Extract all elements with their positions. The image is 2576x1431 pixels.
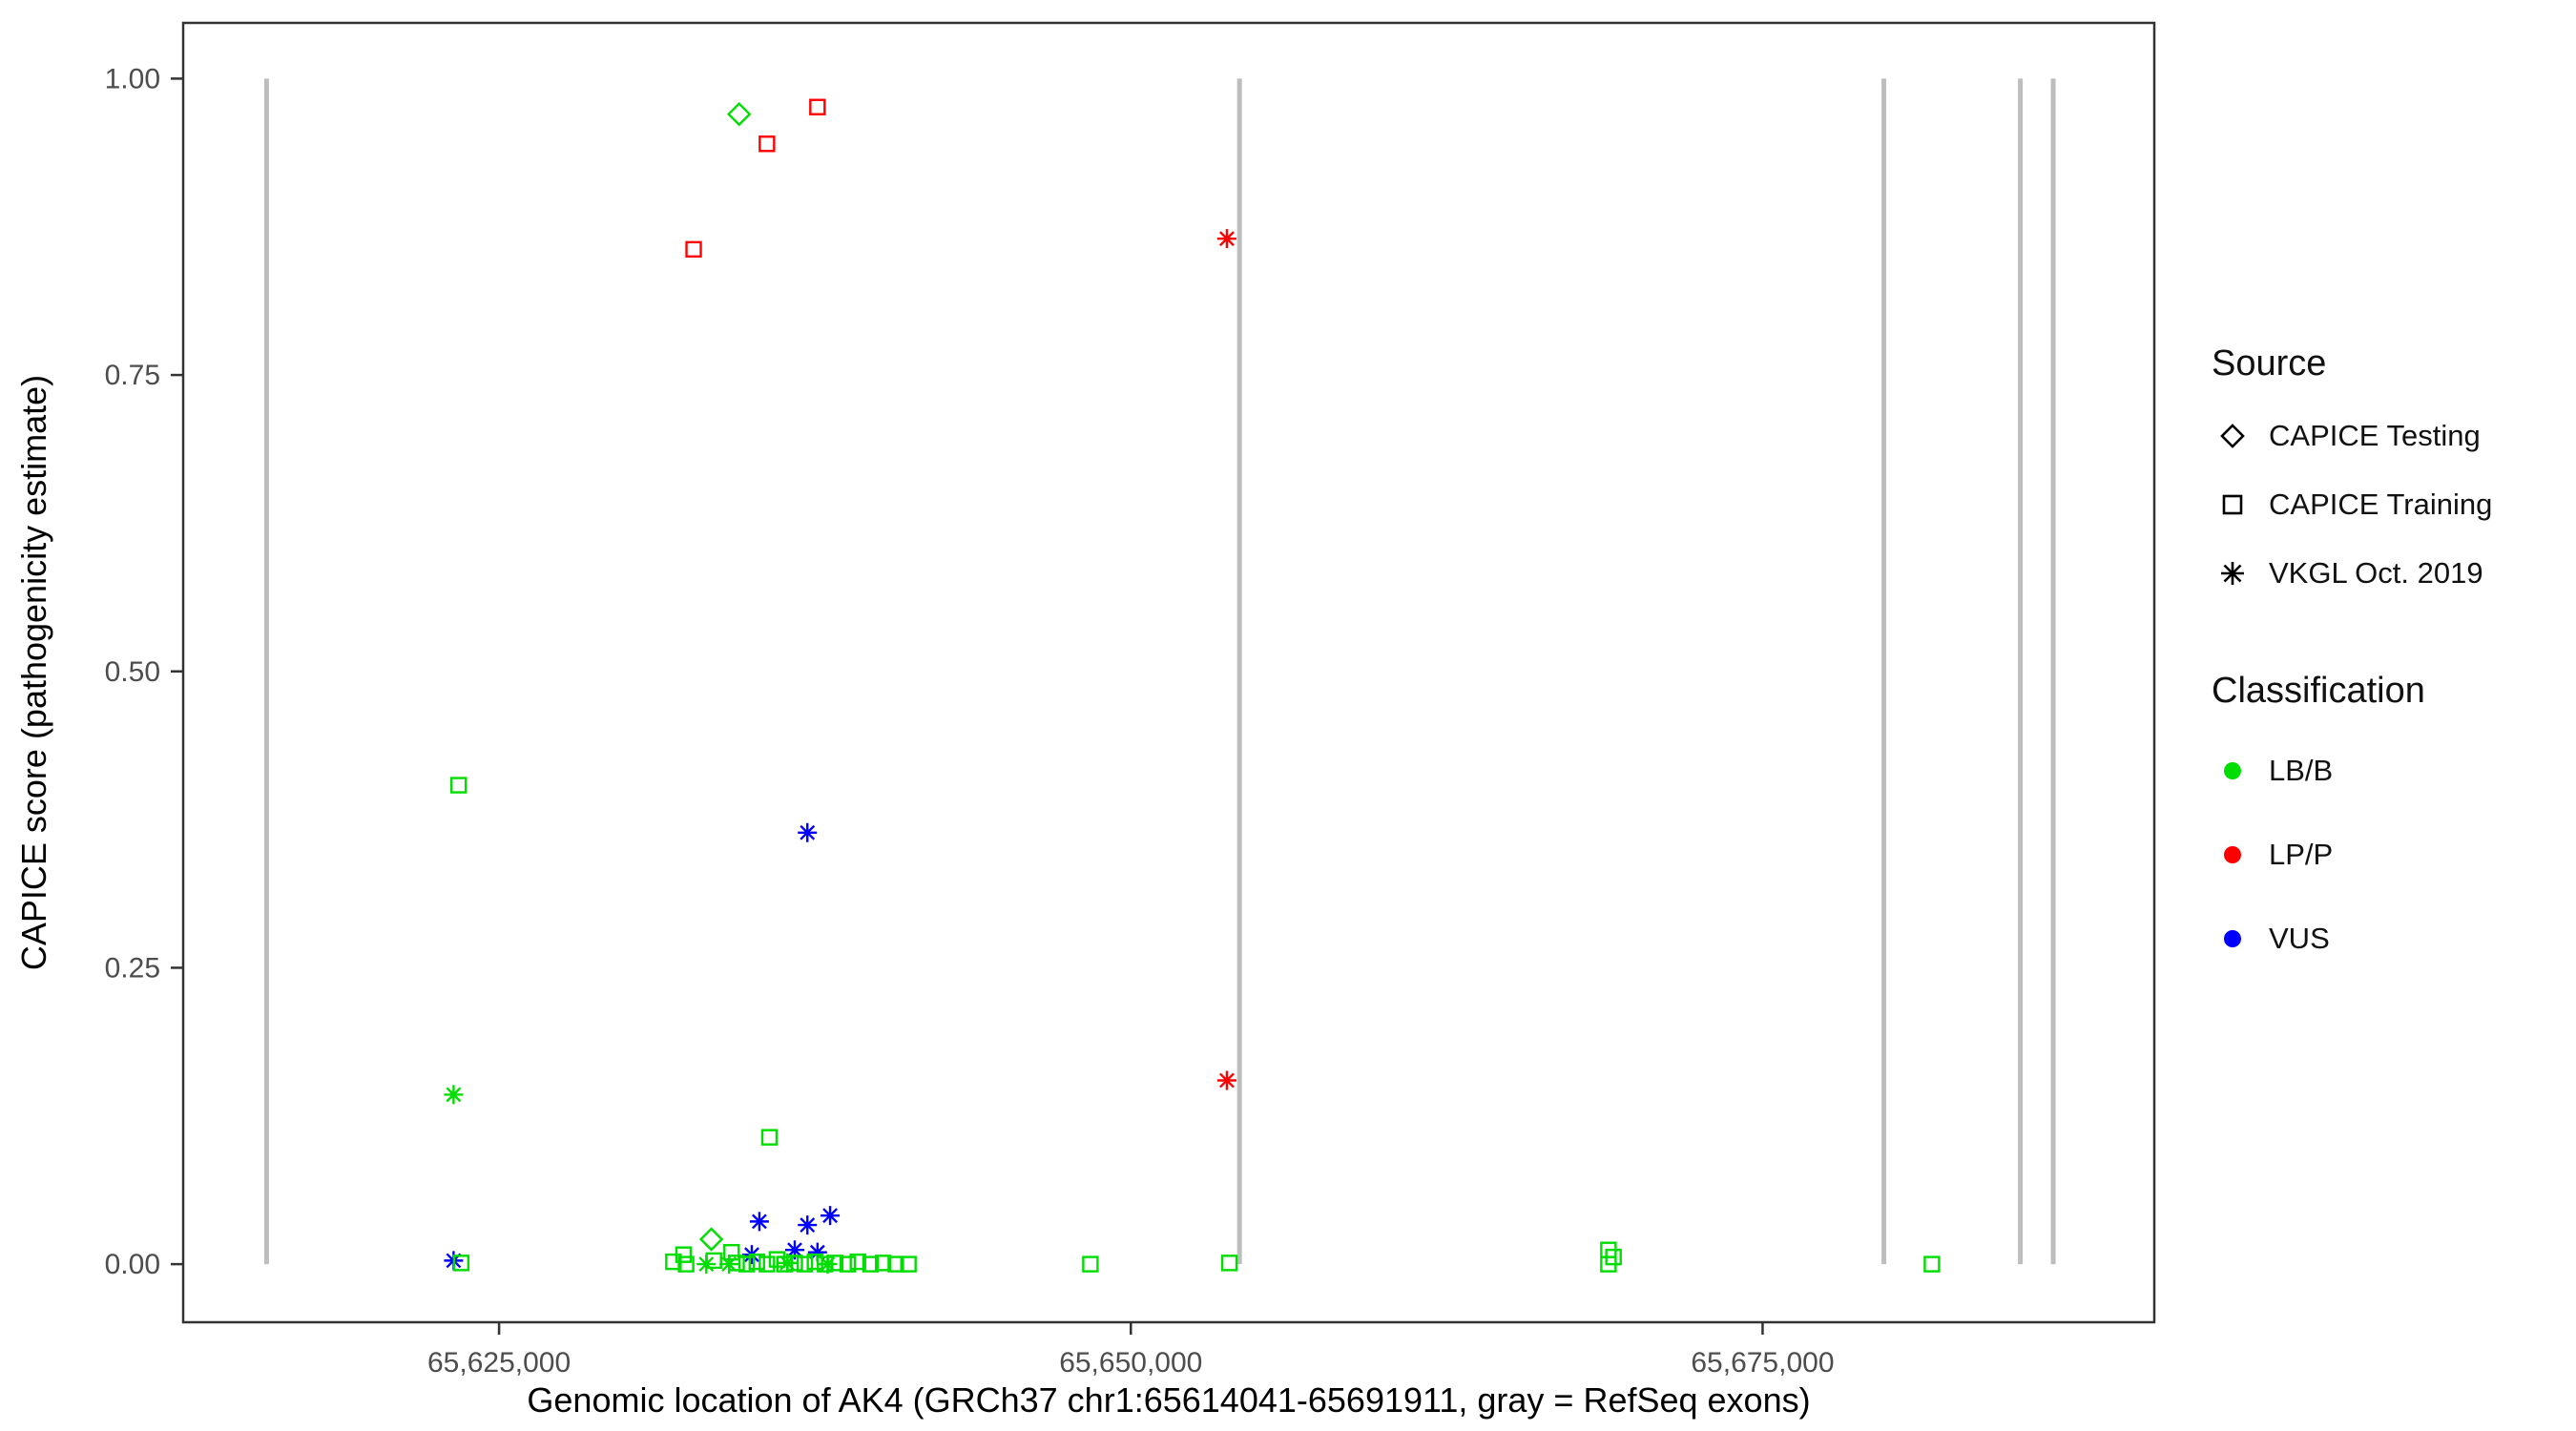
data-point-square (900, 1255, 917, 1273)
data-point-square (776, 1255, 794, 1273)
legend-item-capice-training: CAPICE Training (2212, 470, 2574, 539)
data-point-square (452, 1255, 470, 1272)
data-point-square (723, 1243, 740, 1261)
data-point-square (862, 1255, 880, 1273)
data-point-square (1220, 1255, 1238, 1272)
data-point-diamond (727, 101, 752, 127)
data-point-square (809, 98, 826, 115)
y-tick-label: 1.00 (105, 63, 160, 94)
data-point-square (748, 1253, 765, 1271)
x-tick-label: 65,650,000 (1059, 1347, 1202, 1379)
legend-item-label: VKGL Oct. 2019 (2269, 556, 2483, 590)
data-point-asterisk (1216, 1070, 1236, 1090)
legend-classification-title: Classification (2212, 671, 2425, 711)
data-point-asterisk (784, 1240, 804, 1260)
data-point-square (817, 1255, 834, 1273)
legend-item-label: VUS (2269, 922, 2330, 955)
circle-swatch-icon (2224, 846, 2241, 863)
legend-source-title: Source (2212, 343, 2327, 384)
data-point-square (887, 1255, 904, 1273)
legend: Source CAPICE Testing CAPICE Training VK… (2212, 343, 2574, 981)
data-point-asterisk (798, 822, 818, 842)
data-point-square (758, 1255, 776, 1273)
data-point-square (450, 777, 467, 794)
asterisk-icon (2221, 562, 2244, 585)
data-point-square (849, 1253, 866, 1271)
data-point-square (806, 1253, 823, 1271)
y-tick-label: 0.50 (105, 656, 160, 688)
y-tick-label: 0.00 (105, 1249, 160, 1280)
legend-item-label: CAPICE Training (2269, 487, 2493, 521)
data-point-square (874, 1255, 892, 1272)
data-point-diamond (698, 1227, 724, 1252)
plot-panel (183, 23, 2154, 1322)
data-point-asterisk (749, 1212, 769, 1232)
data-point-square (1082, 1255, 1099, 1273)
x-tick-label: 65,675,000 (1691, 1347, 1834, 1379)
legend-item-lbb: LB/B (2212, 729, 2574, 813)
data-point-square (685, 240, 702, 259)
y-tick-label: 0.25 (105, 952, 160, 984)
data-point-square (1923, 1255, 1941, 1273)
data-point-square (675, 1246, 693, 1263)
legend-item-vkgl: VKGL Oct. 2019 (2212, 539, 2574, 608)
legend-item-capice-testing: CAPICE Testing (2212, 402, 2574, 470)
legend-item-label: LB/B (2269, 754, 2334, 787)
data-point-square (786, 1255, 803, 1272)
data-point-square (1605, 1248, 1622, 1266)
circle-swatch-icon (2224, 762, 2241, 779)
data-point-asterisk (821, 1206, 841, 1226)
data-point-square (737, 1255, 756, 1273)
legend-source-group: Source CAPICE Testing CAPICE Training VK… (2212, 343, 2574, 608)
data-point-square (758, 135, 776, 153)
data-point-square (839, 1255, 857, 1273)
square-icon (2222, 494, 2243, 515)
diamond-icon (2220, 424, 2245, 448)
data-point-square (677, 1255, 695, 1273)
x-tick-label: 65,625,000 (427, 1347, 571, 1379)
y-tick-label: 0.75 (105, 360, 160, 391)
data-point-asterisk (807, 1242, 827, 1262)
data-point-square (728, 1255, 745, 1272)
legend-item-lpp: LP/P (2212, 813, 2574, 897)
legend-item-vus: VUS (2212, 897, 2574, 981)
legend-classification-group: Classification LB/B LP/P VUS (2212, 671, 2574, 981)
data-point-square (760, 1129, 779, 1146)
y-axis-title: CAPICE score (pathogenicity estimate) (14, 375, 53, 970)
data-point-asterisk (1216, 229, 1236, 249)
data-point-asterisk (444, 1085, 464, 1105)
legend-item-label: LP/P (2269, 838, 2334, 871)
circle-swatch-icon (2224, 930, 2241, 947)
x-axis-title: Genomic location of AK4 (GRCh37 chr1:656… (527, 1380, 1810, 1420)
data-point-square (826, 1255, 844, 1272)
data-point-asterisk (798, 1215, 818, 1235)
data-point-square (796, 1255, 814, 1273)
legend-item-label: CAPICE Testing (2269, 419, 2481, 452)
data-point-square (705, 1252, 722, 1270)
